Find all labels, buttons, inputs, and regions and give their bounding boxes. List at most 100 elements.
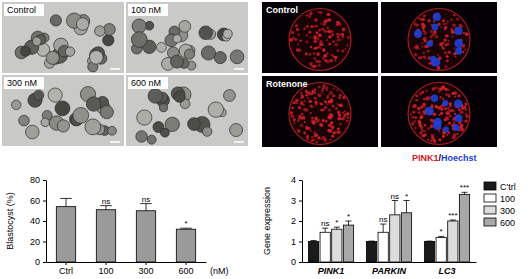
signal-dot (452, 35, 454, 37)
significance-label: * (335, 218, 338, 227)
signal-dot (331, 126, 334, 129)
signal-dot (414, 116, 417, 119)
x-tick-mark (66, 262, 67, 265)
fluorescence-panel: ControlRotenone (262, 2, 497, 147)
signal-dot (454, 113, 456, 115)
bar (424, 242, 434, 263)
signal-dot (321, 28, 324, 31)
signal-dot (421, 26, 424, 29)
embryo (159, 104, 167, 112)
signal-dot (437, 54, 439, 56)
signal-dot (438, 90, 440, 92)
stain-name: PINK1 (412, 153, 439, 163)
x-tick-label: PARKIN (372, 266, 406, 276)
signal-dot (339, 104, 342, 107)
signal-dot (336, 33, 339, 36)
signal-dot (431, 33, 435, 37)
legend-swatch (484, 206, 496, 214)
error-bar (100, 206, 112, 210)
signal-dot (420, 105, 423, 108)
embryo-outline (289, 9, 351, 71)
signal-dot (449, 122, 452, 125)
signal-dot (332, 40, 335, 43)
brightfield-panel: Control100 nM300 nM600 nM (2, 2, 248, 146)
y-tick: 80 (30, 175, 46, 185)
y-tick-mark (43, 180, 46, 181)
bar (320, 232, 330, 262)
signal-dot (332, 31, 334, 33)
signal-dot (418, 121, 421, 124)
signal-dot (444, 26, 448, 30)
micrograph: 600 nM (126, 75, 248, 146)
signal-dot (298, 48, 301, 51)
signal-dot (342, 111, 345, 114)
signal-dot (449, 115, 452, 118)
signal-dot (320, 92, 322, 94)
signal-dot (308, 31, 311, 34)
embryo (131, 32, 147, 48)
y-tick: 20 (30, 237, 46, 247)
signal-dot (440, 112, 443, 115)
embryo (148, 89, 162, 103)
x-tick-label: 300 (138, 266, 153, 276)
x-tick: 600 (178, 262, 193, 276)
embryo (46, 51, 59, 64)
signal-dot (440, 107, 443, 110)
y-tick: 3 (291, 196, 302, 206)
signal-dot (330, 59, 333, 62)
signal-dot (326, 103, 328, 105)
bar (136, 211, 155, 262)
signal-dot (324, 54, 328, 58)
y-tick: 60 (30, 196, 46, 206)
nucleus (427, 40, 433, 46)
signal-dot (320, 47, 322, 49)
plot-area (308, 192, 469, 262)
nucleus (433, 118, 442, 127)
signal-dot (421, 91, 424, 94)
signal-dot (324, 106, 327, 109)
signal-dot (465, 103, 468, 106)
signal-dot (292, 37, 295, 40)
signal-dot (315, 60, 318, 63)
nucleus (442, 100, 448, 106)
signal-dot (305, 40, 308, 43)
bar (390, 215, 400, 262)
signal-dot (303, 28, 306, 31)
x-tick: PARKIN (372, 262, 406, 276)
legend-swatch (484, 182, 496, 190)
significance-label: * (347, 212, 350, 221)
signal-dot (418, 111, 421, 114)
signal-dot (333, 88, 335, 90)
signal-dot (295, 24, 298, 27)
embryo (136, 131, 148, 143)
signal-dot (344, 48, 346, 50)
signal-dot (310, 92, 313, 95)
signal-dot (337, 36, 339, 38)
annotations: nsns* (102, 195, 188, 229)
signal-dot (318, 60, 321, 63)
signal-dot (318, 63, 321, 66)
embryo (173, 35, 181, 43)
signal-dot (335, 59, 337, 61)
signal-dot (326, 96, 330, 100)
y-tick-label: 40 (30, 216, 40, 226)
signal-dot (301, 94, 304, 97)
signal-dot (315, 25, 317, 27)
signal-dot (459, 112, 461, 114)
label-box (4, 4, 44, 16)
signal-dot (342, 96, 345, 99)
scale-bar (234, 141, 244, 143)
signal-dot (315, 65, 317, 67)
signal-dot (338, 113, 342, 117)
stain-legend: PINK1/Hoechst (412, 153, 477, 163)
signal-dot (447, 21, 449, 23)
micrograph-background (2, 75, 124, 146)
signal-dot (317, 93, 320, 96)
signal-dot (311, 116, 314, 119)
x-tick-label: 100 (98, 266, 113, 276)
signal-dot (426, 96, 429, 99)
signal-dot (293, 101, 297, 105)
scale-bar (234, 68, 244, 70)
embryo (57, 120, 69, 132)
signal-dot (301, 113, 304, 116)
